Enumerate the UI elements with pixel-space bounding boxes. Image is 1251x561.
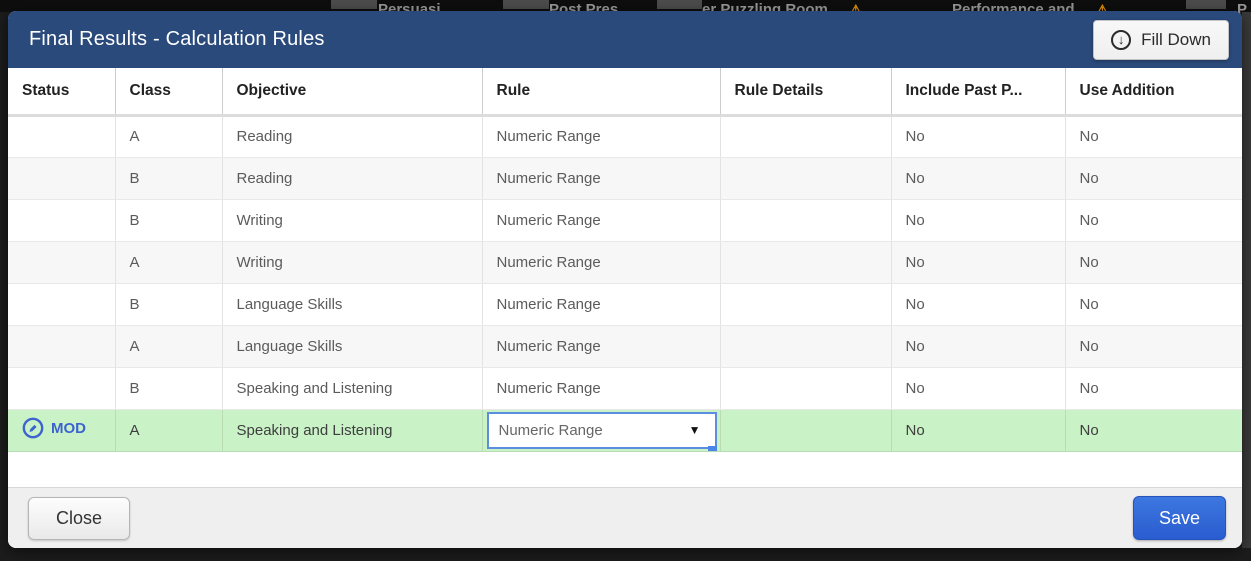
table-row[interactable]: A Writing Numeric Range No No	[8, 241, 1242, 284]
dialog-body: Status Class Objective Rule Rule Details Incl…	[8, 68, 1242, 487]
table-body: A Reading Numeric Range No No B Reading Numeric…	[8, 115, 1242, 452]
table-row[interactable]: B Reading Numeric Range No No	[8, 157, 1242, 200]
table-row[interactable]: A Language Skills Numeric Range No No	[8, 325, 1242, 368]
objective-cell: Writing	[222, 241, 483, 284]
objective-cell: Language Skills	[222, 325, 483, 368]
rule-details-cell	[720, 157, 892, 200]
include-past-cell: No	[891, 283, 1066, 326]
include-past-cell: No	[891, 157, 1066, 200]
rule-dropdown-value: Numeric Range	[498, 421, 603, 439]
include-past-cell: No	[891, 325, 1066, 368]
rule-details-cell	[720, 325, 892, 368]
rule-cell: Numeric Range	[482, 283, 721, 326]
rule-details-cell	[720, 115, 892, 158]
class-cell: B	[115, 199, 223, 242]
table-row[interactable]: MOD A Speaking and Listening Numeric Range ▼…	[8, 409, 1242, 452]
use-addition-cell: No	[1065, 325, 1242, 368]
include-past-cell: No	[891, 367, 1066, 410]
use-addition-cell: No	[1065, 157, 1242, 200]
warning-icon: ⚠	[1096, 2, 1109, 17]
objective-cell: Reading	[222, 115, 483, 158]
rule-cell: Numeric Range	[482, 157, 721, 200]
table-row[interactable]: B Language Skills Numeric Range No No	[8, 283, 1242, 326]
modified-status-label: MOD	[51, 419, 86, 437]
objective-cell: Writing	[222, 199, 483, 242]
column-header: Include Past P...	[891, 68, 1066, 117]
class-cell: A	[115, 115, 223, 158]
class-cell: A	[115, 241, 223, 284]
objective-cell: Speaking and Listening	[222, 367, 483, 410]
calculation-rules-table: Status Class Objective Rule Rule Details Incl…	[8, 68, 1242, 452]
column-header: Objective	[222, 68, 483, 117]
rule-details-cell	[720, 283, 892, 326]
rule-details-cell	[720, 367, 892, 410]
use-addition-cell: No	[1065, 283, 1242, 326]
objective-cell: Speaking and Listening	[222, 409, 483, 452]
backdrop-text-fragment: P	[1237, 1, 1248, 18]
use-addition-cell: No	[1065, 115, 1242, 158]
table-row[interactable]: B Writing Numeric Range No No	[8, 199, 1242, 242]
rule-details-cell	[720, 409, 892, 452]
status-cell: MOD	[8, 409, 116, 452]
rule-dropdown[interactable]: Numeric Range ▼	[486, 411, 717, 450]
dialog-title: Final Results - Calculation Rules	[29, 28, 325, 50]
warning-icon: ⚠	[849, 2, 862, 17]
save-button[interactable]: Save	[1132, 496, 1226, 540]
backdrop-right-strip	[1242, 12, 1251, 548]
class-cell: B	[115, 157, 223, 200]
column-header: Use Addition	[1065, 68, 1242, 117]
backdrop-column-separator	[331, 0, 377, 9]
backdrop-column-separator	[1186, 0, 1226, 9]
table-row[interactable]: A Reading Numeric Range No No	[8, 115, 1242, 158]
objective-cell: Reading	[222, 157, 483, 200]
rule-cell: Numeric Range ▼	[482, 409, 721, 452]
rule-cell: Numeric Range	[482, 325, 721, 368]
status-cell	[8, 367, 116, 410]
rule-cell: Numeric Range	[482, 115, 721, 158]
status-cell	[8, 325, 116, 368]
close-button[interactable]: Close	[28, 496, 131, 540]
class-cell: B	[115, 283, 223, 326]
rule-cell: Numeric Range	[482, 241, 721, 284]
rule-cell: Numeric Range	[482, 199, 721, 242]
column-header: Rule Details	[720, 68, 892, 117]
modified-status: MOD	[22, 417, 86, 439]
include-past-cell: No	[891, 241, 1066, 284]
use-addition-cell: No	[1065, 409, 1242, 452]
include-past-cell: No	[891, 199, 1066, 242]
fill-down-button[interactable]: ↓ Fill Down	[1093, 19, 1229, 60]
circle-down-arrow-icon: ↓	[1111, 29, 1132, 50]
status-cell	[8, 199, 116, 242]
cell-fill-handle[interactable]	[707, 445, 717, 450]
status-cell	[8, 241, 116, 284]
table-row[interactable]: B Speaking and Listening Numeric Range No No	[8, 367, 1242, 410]
table-header-row: Status Class Objective Rule Rule Details Incl…	[8, 68, 1242, 117]
objective-cell: Language Skills	[222, 283, 483, 326]
include-past-cell: No	[891, 409, 1066, 452]
backdrop-column-separator	[503, 0, 549, 9]
dialog-footer: Close Save	[8, 487, 1242, 548]
use-addition-cell: No	[1065, 241, 1242, 284]
include-past-cell: No	[891, 115, 1066, 158]
status-cell	[8, 115, 116, 158]
class-cell: B	[115, 367, 223, 410]
calculation-rules-dialog: Final Results - Calculation Rules ↓ Fill…	[8, 11, 1242, 548]
edit-circle-icon	[22, 417, 44, 439]
class-cell: A	[115, 409, 223, 452]
rule-details-cell	[720, 199, 892, 242]
status-cell	[8, 283, 116, 326]
use-addition-cell: No	[1065, 199, 1242, 242]
status-cell	[8, 157, 116, 200]
column-header: Status	[8, 68, 116, 117]
class-cell: A	[115, 325, 223, 368]
column-header: Class	[115, 68, 223, 117]
backdrop-column-separator	[657, 0, 702, 9]
rule-details-cell	[720, 241, 892, 284]
dialog-header: Final Results - Calculation Rules ↓ Fill…	[8, 11, 1242, 68]
use-addition-cell: No	[1065, 367, 1242, 410]
dropdown-caret-icon: ▼	[688, 423, 701, 437]
column-header: Rule	[482, 68, 721, 117]
fill-down-label: Fill Down	[1141, 29, 1211, 49]
rule-cell: Numeric Range	[482, 367, 721, 410]
